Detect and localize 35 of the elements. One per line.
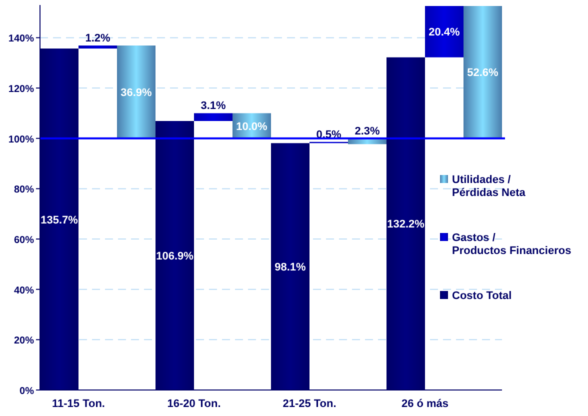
data-label: 10.0% <box>236 120 268 133</box>
legend-label: Gastos / Productos Financieros <box>452 232 572 257</box>
y-tick-label: 80% <box>14 184 34 196</box>
y-tick-label: 100% <box>8 134 34 146</box>
data-label: 98.1% <box>274 262 306 274</box>
y-tick-label: 0% <box>20 386 34 397</box>
bar <box>464 6 502 138</box>
bar <box>425 6 464 58</box>
bar <box>271 143 310 390</box>
y-tick-label: 60% <box>14 235 34 246</box>
x-tick-label: 26 ó más <box>401 398 449 410</box>
y-tick-label: 140% <box>8 34 34 45</box>
y-tick-label: 20% <box>14 336 34 347</box>
data-label: 2.3% <box>354 125 380 138</box>
data-label: 52.6% <box>467 67 499 80</box>
bar <box>386 57 425 390</box>
legend-label: Utilidades / Pérdidas Neta <box>452 174 526 199</box>
data-label: 3.1% <box>200 100 226 112</box>
data-label: 135.7% <box>40 214 78 226</box>
y-tick-label: 120% <box>8 84 34 96</box>
bar <box>156 121 194 390</box>
data-label: 106.9% <box>156 250 194 262</box>
data-label: 1.2% <box>85 32 110 45</box>
data-label: 132.2% <box>387 218 425 231</box>
legend-label: Costo Total <box>452 290 512 302</box>
bar <box>78 46 117 49</box>
bar <box>117 46 156 138</box>
data-label: 20.4% <box>428 26 460 39</box>
x-tick-label: 11-15 Ton. <box>52 398 105 410</box>
x-tick-label: 16-20 Ton. <box>167 398 221 410</box>
bar <box>40 48 78 390</box>
data-label: 36.9% <box>120 86 152 99</box>
y-tick-label: 40% <box>14 285 34 296</box>
x-tick-label: 21-25 Ton. <box>282 398 336 410</box>
bar <box>194 113 232 122</box>
